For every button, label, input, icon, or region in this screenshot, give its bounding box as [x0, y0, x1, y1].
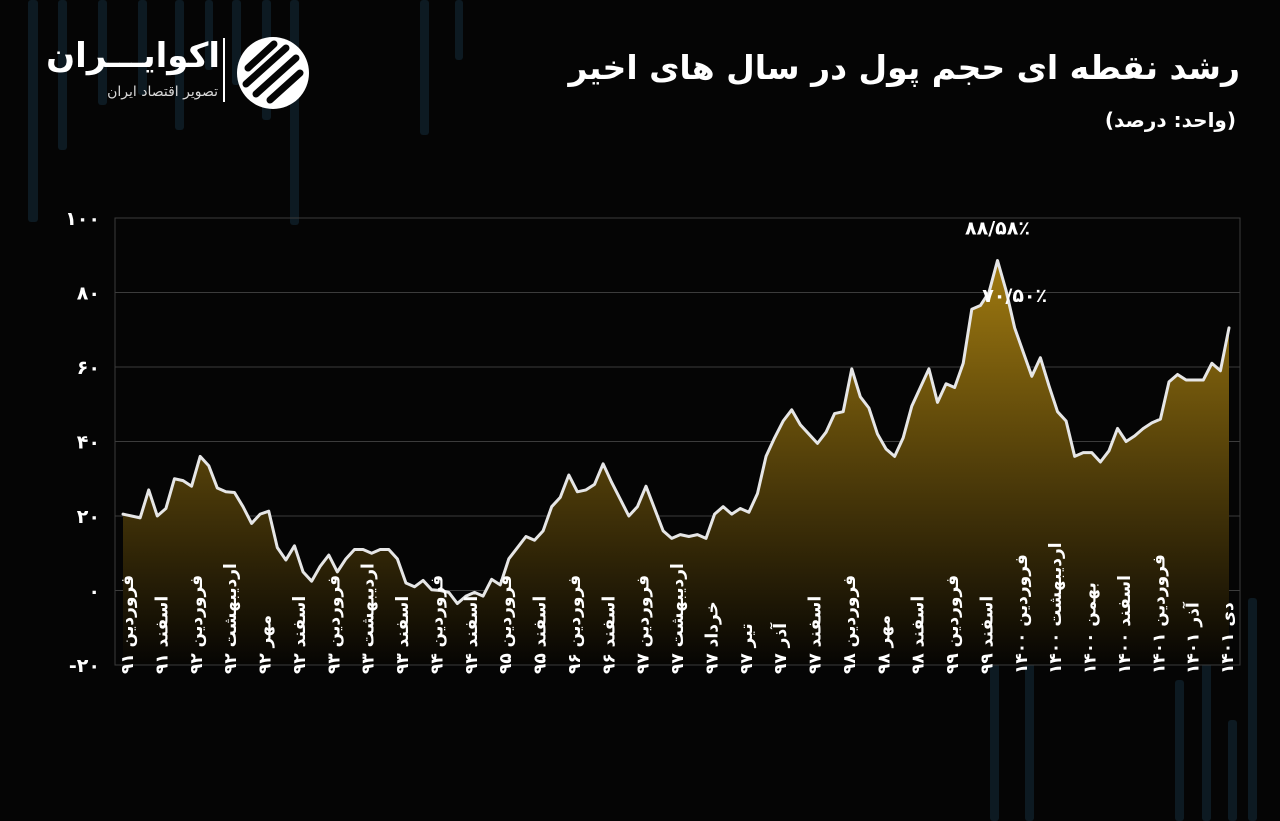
x-tick-label: فروردین ۹۸ — [840, 575, 860, 674]
brand-divider — [223, 38, 225, 102]
brand-name: اکوایـــران — [46, 36, 220, 76]
x-tick-label: فروردین ۱۴۰۱ — [1149, 554, 1169, 674]
series-line — [121, 259, 1231, 606]
y-tick-label: ۰ — [88, 581, 100, 603]
y-tick-label: ۲۰ — [77, 506, 100, 528]
x-tick-label: اردیبهشت ۱۴۰۰ — [1046, 542, 1066, 674]
x-tick-label: فروردین ۹۵ — [496, 575, 516, 674]
y-tick-label: -۲۰ — [69, 655, 100, 677]
x-tick-label: فروردین ۹۷ — [634, 575, 654, 674]
x-tick-label: بهمن ۱۴۰۰ — [1081, 582, 1101, 674]
x-tick-label: مهر ۹۲ — [256, 615, 276, 674]
y-tick-label: ۸۰ — [77, 283, 100, 305]
x-tick-label: دی ۱۴۰۱ — [1218, 602, 1238, 674]
chart-title: رشد نقطه ای حجم پول در سال های اخیر — [568, 48, 1240, 87]
x-tick-label: اسفند ۹۱ — [152, 596, 172, 674]
x-tick-label: اسفند ۹۸ — [909, 596, 929, 674]
brand-logo: اکوایـــران تصویر اقتصاد ایران — [46, 34, 318, 114]
x-tick-label: خرداد ۹۷ — [702, 601, 722, 674]
x-tick-label: اسفند ۹۳ — [393, 596, 413, 674]
series-area — [123, 260, 1229, 665]
x-tick-label: اسفند ۹۷ — [806, 596, 826, 674]
x-tick-label: اسفند ۹۵ — [531, 596, 551, 674]
y-tick-label: ۴۰ — [77, 432, 100, 454]
x-tick-label: فروردین ۹۳ — [324, 575, 344, 674]
x-tick-label: اسفند ۹۶ — [599, 596, 619, 674]
brand-tagline: تصویر اقتصاد ایران — [107, 84, 218, 100]
x-tick-label: فروردین ۹۹ — [943, 575, 963, 674]
x-tick-label: اسفند ۹۹ — [977, 596, 997, 674]
x-tick-label: آذر ۱۴۰۱ — [1182, 601, 1204, 674]
x-tick-label: فروردین ۱۴۰۰ — [1012, 554, 1032, 674]
x-tick-label: اسفند ۹۲ — [290, 596, 310, 674]
x-tick-label: فروردین ۹۲ — [187, 575, 207, 674]
x-tick-label: اسفند ۹۴ — [462, 596, 482, 674]
x-tick-label: فروردین ۹۴ — [427, 575, 447, 674]
plot-frame — [114, 217, 1241, 666]
x-tick-label: مهر ۹۸ — [874, 615, 894, 674]
chart-unit-label: (واحد: درصد) — [1104, 108, 1236, 132]
y-tick-label: ۶۰ — [77, 357, 100, 379]
x-tick-label: اردیبهشت ۹۳ — [359, 563, 379, 674]
data-label: ۷۰/۵۰٪ — [982, 285, 1047, 307]
x-tick-label: اسفند ۱۴۰۰ — [1115, 575, 1135, 674]
ekoiran-logo-icon — [237, 37, 309, 109]
x-tick-label: فروردین ۹۶ — [565, 575, 585, 674]
x-tick-label: اردیبهشت ۹۲ — [221, 563, 241, 674]
y-tick-label: ۱۰۰ — [65, 208, 100, 230]
x-tick-label: اردیبهشت ۹۷ — [668, 563, 688, 674]
data-label: ۸۸/۵۸٪ — [965, 218, 1030, 240]
x-tick-label: فروردین ۹۱ — [118, 575, 138, 674]
x-tick-label: تیر ۹۷ — [737, 623, 757, 674]
x-tick-label: آذر ۹۷ — [769, 622, 791, 674]
